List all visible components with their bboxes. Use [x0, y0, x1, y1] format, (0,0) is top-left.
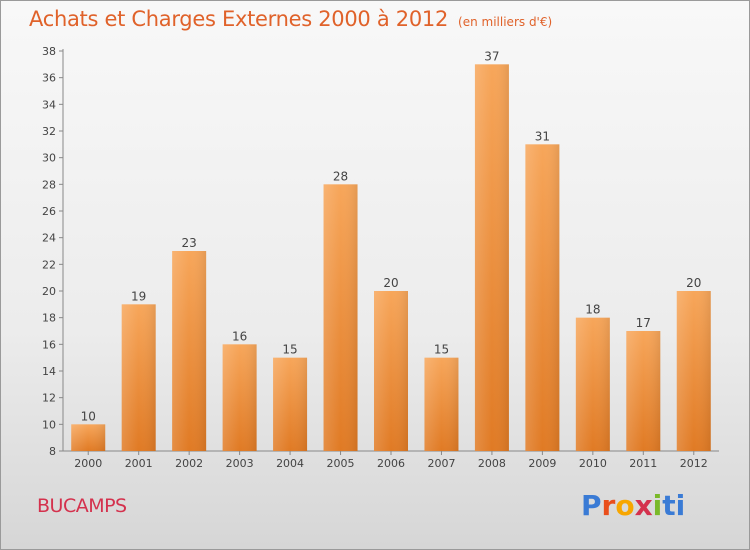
- bar-shine-2010: [575, 317, 610, 451]
- x-tick-label-2006: 2006: [377, 457, 405, 470]
- y-tick-label: 34: [42, 98, 56, 111]
- bar-shine-2007: [424, 357, 459, 451]
- x-tick-label-2011: 2011: [629, 457, 657, 470]
- data-label-2012: 20: [686, 276, 701, 290]
- data-label-2001: 19: [131, 289, 146, 303]
- data-label-2003: 16: [232, 329, 247, 343]
- bar-shine-2012: [676, 291, 711, 451]
- x-tick-label-2012: 2012: [680, 457, 708, 470]
- x-tick-label-2002: 2002: [175, 457, 203, 470]
- bar-shine-2002: [172, 251, 207, 451]
- bar-shine-2009: [525, 144, 560, 452]
- chart-subtitle: (en milliers d'€): [458, 15, 553, 29]
- x-tick-label-2001: 2001: [125, 457, 153, 470]
- data-label-2011: 17: [636, 316, 651, 330]
- data-label-2006: 20: [383, 276, 398, 290]
- y-tick-label: 22: [42, 258, 56, 271]
- x-tick-label-2009: 2009: [528, 457, 556, 470]
- chart-title-text: Achats et Charges Externes 2000 à 2012: [29, 7, 449, 31]
- data-label-2002: 23: [182, 236, 197, 250]
- y-tick-label: 32: [42, 125, 56, 138]
- data-label-2007: 15: [434, 343, 449, 357]
- bar-shine-2001: [121, 304, 156, 451]
- bar-shine-2003: [222, 344, 257, 451]
- bar-shine-2006: [374, 291, 408, 451]
- y-tick-label: 16: [42, 338, 56, 351]
- y-tick-label: 20: [42, 285, 56, 298]
- y-tick-label: 38: [42, 45, 56, 58]
- y-tick-label: 30: [42, 152, 56, 165]
- x-tick-label-2008: 2008: [478, 457, 506, 470]
- data-label-2004: 15: [282, 343, 297, 357]
- y-tick-label: 24: [42, 232, 56, 245]
- data-label-2000: 10: [81, 409, 96, 423]
- y-tick-label: 12: [42, 392, 56, 405]
- chart-title: Achats et Charges Externes 2000 à 2012 (e…: [29, 7, 552, 31]
- x-tick-label-2010: 2010: [579, 457, 607, 470]
- bar-shine-2005: [323, 184, 358, 452]
- x-tick-label-2005: 2005: [327, 457, 355, 470]
- bar-shine-2004: [273, 357, 308, 451]
- y-tick-label: 36: [42, 72, 56, 85]
- y-tick-label: 28: [42, 178, 56, 191]
- y-tick-label: 14: [42, 365, 56, 378]
- x-tick-label-2000: 2000: [74, 457, 102, 470]
- x-tick-label-2007: 2007: [427, 457, 455, 470]
- y-tick-label: 26: [42, 205, 56, 218]
- y-tick-label: 18: [42, 312, 56, 325]
- proxiti-logo: Proxiti: [581, 489, 686, 522]
- location-name: BUCAMPS: [37, 495, 127, 517]
- y-tick-label: 8: [49, 445, 56, 458]
- x-tick-label-2003: 2003: [226, 457, 254, 470]
- bar-shine-2000: [71, 424, 106, 451]
- bar-shine-2008: [474, 64, 509, 452]
- bar-shine-2011: [626, 331, 661, 451]
- y-tick-label: 10: [42, 418, 56, 431]
- x-tick-label-2004: 2004: [276, 457, 304, 470]
- data-label-2009: 31: [535, 129, 550, 143]
- data-label-2005: 28: [333, 169, 348, 183]
- data-label-2010: 18: [585, 303, 600, 317]
- data-label-2008: 37: [484, 49, 499, 63]
- bar-chart: 8 10 12 14 16 18 20 22 24 26 28 30 32 34 36 38 2000 10 20…: [42, 45, 719, 470]
